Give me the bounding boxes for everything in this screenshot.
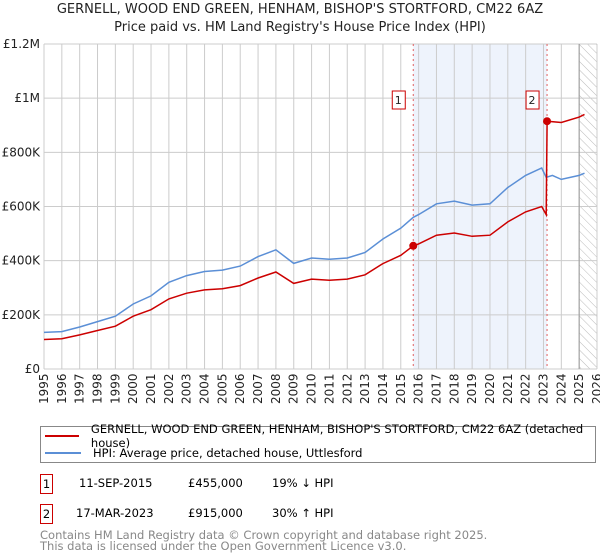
x-tick-label: 2017 xyxy=(429,373,443,404)
hpi-line xyxy=(43,167,585,334)
property-price-line xyxy=(43,113,585,341)
footnote-line: This data is licensed under the Open Gov… xyxy=(40,539,407,553)
y-tick-label: £800K xyxy=(2,145,42,159)
x-tick-label: 2001 xyxy=(144,373,158,404)
x-tick-label: 2022 xyxy=(519,373,533,404)
x-tick-label: 2003 xyxy=(180,373,194,404)
x-tick-label: 1995 xyxy=(37,373,51,404)
x-tick-label: 2013 xyxy=(358,373,372,404)
x-tick-label: 2010 xyxy=(305,373,319,404)
x-tick-label: 2002 xyxy=(162,373,176,404)
chart-title: GERNELL, WOOD END GREEN, HENHAM, BISHOP'… xyxy=(56,2,544,17)
x-tick-label: 2005 xyxy=(215,373,229,404)
sale-hpi: 19% ↓ HPI xyxy=(272,476,334,490)
sale-price: £455,000 xyxy=(188,476,243,490)
legend-swatch-red xyxy=(45,435,79,437)
x-tick-label: 1999 xyxy=(108,373,122,404)
y-tick-label: £1.2M xyxy=(3,37,40,51)
x-tick-label: 1997 xyxy=(73,373,87,404)
x-tick-label: 2024 xyxy=(554,373,568,404)
legend-label: HPI: Average price, detached house, Uttl… xyxy=(93,446,363,460)
sale-row: 2 17-MAR-2023 £915,000 30% ↑ HPI xyxy=(40,504,600,524)
x-tick-label: 2015 xyxy=(394,373,408,404)
legend-item-hpi: HPI: Average price, detached house, Uttl… xyxy=(45,445,363,461)
x-tick-label: 2023 xyxy=(536,373,550,404)
x-tick-label: 2008 xyxy=(269,373,283,404)
x-tick-label: 2020 xyxy=(483,373,497,404)
x-tick-label: 2000 xyxy=(126,373,140,404)
x-tick-label: 2011 xyxy=(322,373,336,404)
sale-hpi: 30% ↑ HPI xyxy=(272,506,334,520)
plot-area: 1995 1996 1997 1998 1999 2000 2001 2002 2003 2004… xyxy=(2,37,600,404)
x-tick-label: 2007 xyxy=(251,373,265,404)
x-tick-label: 1998 xyxy=(91,373,105,404)
x-tick-label: 2016 xyxy=(412,373,426,404)
legend: GERNELL, WOOD END GREEN, HENHAM, BISHOP'… xyxy=(40,422,596,463)
sale-date: 17-MAR-2023 xyxy=(76,506,154,520)
legend-item-property: GERNELL, WOOD END GREEN, HENHAM, BISHOP'… xyxy=(45,422,595,450)
sale-label-box xyxy=(391,90,406,110)
sale-label: 1 xyxy=(395,94,402,107)
x-tick-label: 2006 xyxy=(233,373,247,404)
sale-point xyxy=(409,241,418,250)
x-tick-label: 2018 xyxy=(447,373,461,404)
x-tick-label: 2014 xyxy=(376,373,390,404)
y-tick-label: £400K xyxy=(2,254,42,268)
x-tick-label: 2012 xyxy=(340,373,354,404)
y-tick-label: £0 xyxy=(25,362,40,376)
y-tick-label: £200K xyxy=(2,308,42,322)
footnote-line: Contains HM Land Registry data © Crown c… xyxy=(40,528,488,542)
legend-swatch-blue xyxy=(45,452,81,454)
footnote: Contains HM Land Registry data © Crown c… xyxy=(40,528,488,553)
y-tick-label: £600K xyxy=(2,200,42,214)
x-tick-label: 2009 xyxy=(287,373,301,404)
x-tick-label: 2025 xyxy=(572,373,586,404)
sale-row: 1 11-SEP-2015 £455,000 19% ↓ HPI xyxy=(40,474,600,494)
x-tick-label: 2021 xyxy=(501,373,515,404)
x-tick-label: 2026 xyxy=(590,373,600,404)
sale-badge: 2 xyxy=(40,504,53,524)
x-tick-label: 1996 xyxy=(55,373,69,404)
sale-price: £915,000 xyxy=(188,506,243,520)
sale-point xyxy=(543,117,552,126)
x-tick-label: 2004 xyxy=(198,373,212,404)
sale-label: 2 xyxy=(529,94,536,107)
x-tick-label: 2019 xyxy=(465,373,479,404)
chart-subtitle: Price paid vs. HM Land Registry's House … xyxy=(114,20,486,35)
legend-label: GERNELL, WOOD END GREEN, HENHAM, BISHOP'… xyxy=(90,422,584,450)
sale-date: 11-SEP-2015 xyxy=(79,476,153,490)
y-tick-label: £1M xyxy=(14,91,40,105)
sale-label-box xyxy=(525,90,540,110)
sale-badge: 1 xyxy=(40,474,53,494)
